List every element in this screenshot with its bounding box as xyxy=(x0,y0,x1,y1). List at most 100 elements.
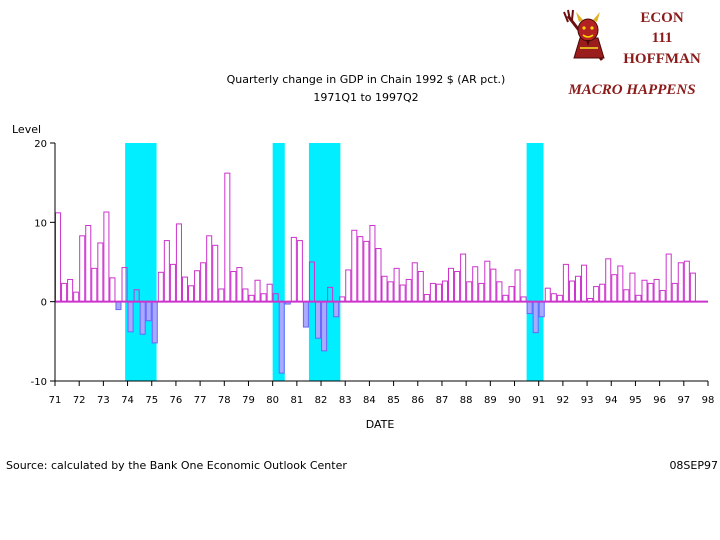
x-tick-label: 97 xyxy=(677,395,690,406)
x-tick-label: 86 xyxy=(411,395,424,406)
bar xyxy=(514,269,521,303)
x-tick-label: 95 xyxy=(629,395,642,406)
y-tick-label: 0 xyxy=(41,298,47,309)
y-axis-label: Level xyxy=(12,123,41,136)
chart-title: Quarterly change in GDP in Chain 1992 $ … xyxy=(227,73,506,86)
bar xyxy=(181,276,189,303)
bar xyxy=(544,287,551,303)
bar xyxy=(85,225,92,303)
bar xyxy=(623,289,630,303)
x-tick-label: 90 xyxy=(508,395,521,406)
bar xyxy=(363,240,370,303)
x-tick-label: 98 xyxy=(702,395,715,406)
bar xyxy=(224,172,231,303)
bar xyxy=(484,260,491,303)
x-tick-label: 73 xyxy=(97,395,110,406)
bar xyxy=(574,275,582,303)
bar xyxy=(581,264,588,303)
bar xyxy=(478,282,485,303)
x-tick-label: 72 xyxy=(73,395,86,406)
x-ticks: 71 72 73 74 75 76 77 78 79 80 81 82 83 84 85 86 87 88 89 90… xyxy=(49,381,715,406)
bar xyxy=(230,271,237,303)
bar xyxy=(109,277,116,303)
x-tick-label: 83 xyxy=(339,395,352,406)
x-tick-label: 78 xyxy=(218,395,231,406)
bar xyxy=(79,235,86,303)
y-tick-label: 20 xyxy=(34,139,47,150)
bar xyxy=(206,235,213,303)
bar xyxy=(345,269,352,303)
bar xyxy=(460,253,467,303)
bar xyxy=(375,248,382,303)
x-tick-label: 84 xyxy=(363,395,376,406)
bar xyxy=(641,279,648,303)
bar xyxy=(472,266,479,303)
bar xyxy=(647,282,654,303)
bar xyxy=(423,294,430,303)
source-note: Source: calculated by the Bank One Econo… xyxy=(6,459,347,472)
bar xyxy=(157,271,164,303)
bar xyxy=(296,240,303,303)
course-block: ECON 111 HOFFMAN xyxy=(623,10,701,67)
x-tick-label: 79 xyxy=(242,395,255,406)
bar xyxy=(212,244,219,303)
bar xyxy=(526,301,533,315)
bar xyxy=(405,278,412,303)
bar xyxy=(103,211,110,303)
bar xyxy=(169,263,176,303)
recession-bands xyxy=(125,143,544,381)
bar xyxy=(399,284,406,303)
y-tick-label: 10 xyxy=(34,218,47,229)
bar xyxy=(194,270,201,303)
bar xyxy=(236,267,243,303)
bar xyxy=(387,281,394,303)
x-tick-label: 76 xyxy=(170,395,183,406)
sun-devil-mascot-icon xyxy=(563,9,605,61)
bar xyxy=(254,279,261,303)
bar xyxy=(508,286,515,303)
x-tick-label: 85 xyxy=(387,395,400,406)
bar xyxy=(466,281,473,303)
bar xyxy=(145,301,152,322)
bar xyxy=(163,240,170,303)
bar xyxy=(127,301,134,333)
bar xyxy=(97,242,104,303)
bar xyxy=(689,272,696,303)
bar xyxy=(677,262,684,303)
bar xyxy=(593,286,600,303)
bar xyxy=(314,301,322,339)
bar xyxy=(441,280,449,303)
x-tick-label: 87 xyxy=(436,395,449,406)
x-tick-label: 92 xyxy=(557,395,570,406)
bar xyxy=(665,253,672,303)
x-tick-label: 77 xyxy=(194,395,207,406)
bar xyxy=(333,301,340,318)
date-stamp: 08SEP97 xyxy=(669,459,718,472)
course-line-2: 111 xyxy=(652,30,673,46)
bar xyxy=(448,267,455,303)
bar xyxy=(290,236,297,303)
bar xyxy=(550,293,557,303)
bar xyxy=(429,282,436,303)
bar xyxy=(73,291,80,303)
bar xyxy=(683,260,690,303)
x-tick-label: 71 xyxy=(49,395,62,406)
y-tick-label: -10 xyxy=(31,377,47,388)
bar xyxy=(611,274,618,303)
bar xyxy=(496,281,503,303)
x-tick-label: 88 xyxy=(460,395,473,406)
bar xyxy=(61,282,68,303)
bar xyxy=(629,272,636,303)
bar xyxy=(357,236,364,303)
bar xyxy=(351,229,358,303)
x-tick-label: 91 xyxy=(532,395,545,406)
x-tick-label: 75 xyxy=(145,395,158,406)
bar xyxy=(538,301,545,318)
x-tick-label: 82 xyxy=(315,395,328,406)
course-line-1: ECON xyxy=(640,10,684,26)
x-tick-label: 80 xyxy=(266,395,279,406)
bar xyxy=(653,278,660,303)
tagline: MACRO HAPPENS xyxy=(567,82,695,98)
bar xyxy=(321,301,328,352)
